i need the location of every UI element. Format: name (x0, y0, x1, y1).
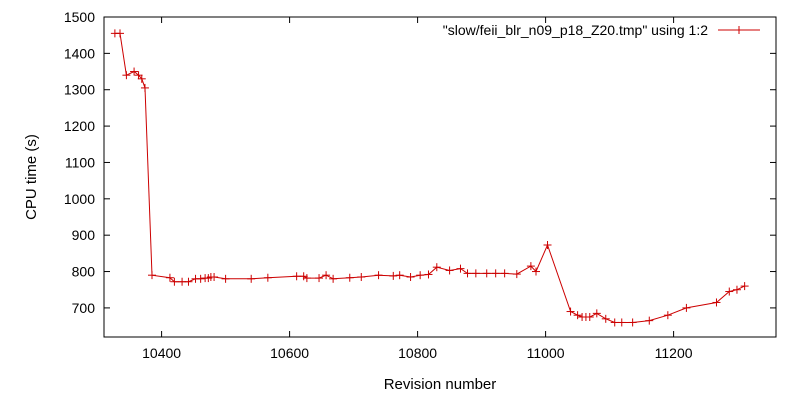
data-point (526, 262, 535, 271)
legend-marker-plus (735, 26, 743, 34)
data-point (482, 269, 491, 278)
data-point (725, 287, 734, 296)
y-tick-label: 1000 (64, 191, 95, 207)
data-point (445, 266, 454, 275)
data-point (610, 318, 619, 327)
x-axis-title: Revision number (384, 376, 497, 393)
data-point (573, 311, 582, 320)
data-point (682, 303, 691, 312)
data-point (628, 318, 637, 327)
data-point (432, 263, 441, 272)
data-point (406, 273, 415, 281)
data-point (500, 269, 509, 278)
data-point (196, 274, 205, 283)
data-point (712, 298, 721, 307)
data-point (345, 273, 354, 282)
data-point (532, 267, 540, 276)
plot-area (103, 16, 777, 338)
data-point (357, 273, 366, 281)
x-tick-label: 11000 (527, 345, 565, 361)
y-tick-label: 1500 (64, 9, 95, 25)
data-point (170, 277, 179, 286)
data-point (543, 241, 552, 249)
data-point (134, 71, 143, 80)
series-layer (110, 29, 749, 327)
x-tick-label: 10400 (142, 345, 181, 361)
data-point (137, 74, 146, 83)
y-axis-title: CPU time (s) (23, 134, 40, 220)
series-line (114, 32, 745, 323)
y-tick-label: 1200 (64, 118, 95, 134)
data-point (645, 316, 654, 325)
data-point (566, 307, 575, 316)
data-point (292, 272, 301, 281)
data-point (463, 269, 472, 278)
data-point (663, 311, 672, 320)
data-point (184, 277, 193, 286)
data-point (130, 67, 139, 76)
data-point (491, 269, 500, 278)
data-point (299, 272, 308, 281)
data-point (456, 264, 465, 273)
data-point (732, 285, 741, 294)
y-tick-label: 1400 (64, 45, 95, 61)
y-tick-label: 1100 (65, 154, 95, 170)
data-point (395, 271, 404, 280)
data-point (374, 271, 383, 280)
data-point (140, 83, 149, 92)
x-axis: 10400 10600 10800 11000 11200 (142, 17, 693, 361)
y-axis: 700 800 900 1000 1100 1200 1300 1400 1500 (64, 9, 776, 316)
data-point (424, 270, 433, 279)
legend-marker (735, 26, 743, 34)
x-tick-label: 11200 (655, 345, 693, 361)
x-tick-label: 10600 (270, 345, 309, 361)
data-point (263, 273, 272, 282)
data-point (165, 273, 174, 282)
data-point (389, 271, 398, 280)
y-tick-label: 700 (72, 300, 96, 316)
data-point (592, 309, 601, 318)
data-point (315, 274, 324, 283)
legend: "slow/feii_blr_n09_p18_Z20.tmp" using 1:… (443, 22, 760, 38)
data-point (148, 271, 156, 280)
plot-frame (103, 16, 777, 338)
legend-label: "slow/feii_blr_n09_p18_Z20.tmp" using 1:… (443, 22, 708, 38)
data-point (302, 274, 311, 283)
data-point (512, 270, 521, 279)
data-point (601, 314, 610, 323)
x-tick-label: 10800 (398, 345, 437, 361)
y-tick-label: 900 (72, 227, 96, 243)
y-tick-label: 800 (72, 264, 96, 280)
data-point (122, 71, 131, 80)
data-point (585, 313, 594, 321)
data-point (116, 29, 124, 38)
y-tick-label: 1300 (64, 82, 95, 98)
data-point (471, 269, 480, 278)
data-point (329, 274, 338, 283)
data-point (740, 282, 749, 291)
data-point (221, 274, 230, 283)
data-point (210, 273, 219, 281)
data-point (322, 271, 331, 280)
data-point (617, 318, 626, 327)
data-point (416, 271, 425, 280)
data-point (247, 274, 256, 283)
